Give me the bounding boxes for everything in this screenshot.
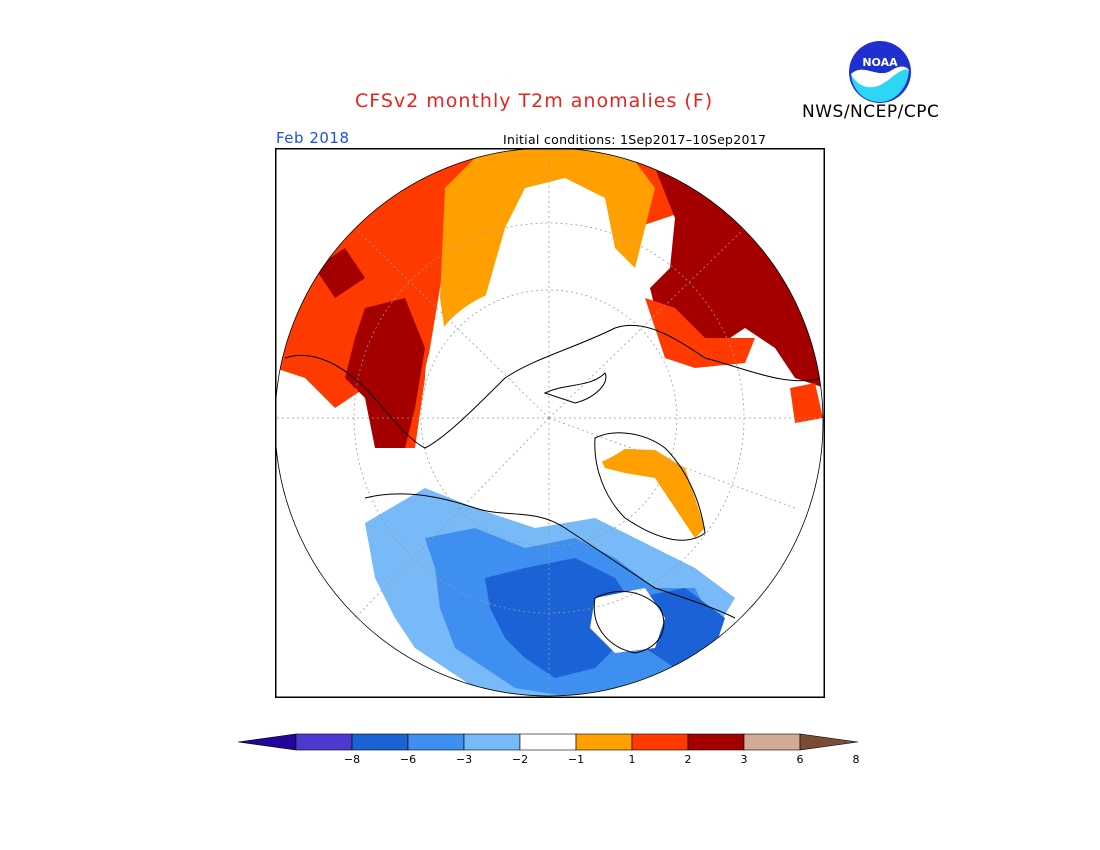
colorbar-tick-label: −6: [400, 753, 416, 766]
colorbar-tick-label: −3: [456, 753, 472, 766]
colorbar: −8 −6 −3 −2 −1 1 2 3 6 8: [237, 730, 862, 780]
polar-map: [274, 147, 826, 699]
colorbar-tick-label: 8: [853, 753, 860, 766]
chart-title: CFSv2 monthly T2m anomalies (F): [355, 90, 714, 112]
colorbar-tick-label: −2: [512, 753, 528, 766]
colorbar-box: [743, 733, 801, 751]
logo-text: NOAA: [862, 56, 898, 69]
colorbar-box: [519, 733, 577, 751]
map-frame: [274, 147, 826, 699]
region-russia-plus2: [440, 148, 655, 368]
colorbar-tick-label: 3: [741, 753, 748, 766]
colorbar-box: [575, 733, 633, 751]
organization-label: NWS/NCEP/CPC: [802, 102, 940, 122]
region-central-canada-minus3: [485, 558, 635, 678]
colorbar-tick-label: −8: [344, 753, 360, 766]
colorbar-tick-label: 6: [797, 753, 804, 766]
region-greenland-plus2: [595, 448, 705, 538]
initial-conditions-label: Initial conditions: 1Sep2017–10Sep2017: [503, 132, 767, 147]
region-hudsonbay-neutral: [590, 588, 665, 653]
colorbar-box: [631, 733, 689, 751]
colorbar-tick-label: −1: [568, 753, 584, 766]
anomaly-field: [275, 148, 823, 696]
valid-month-label: Feb 2018: [276, 129, 350, 147]
colorbar-box: [463, 733, 521, 751]
colorbar-box: [295, 733, 353, 751]
region-japan-plus3: [790, 383, 823, 423]
colorbar-box: [407, 733, 465, 751]
colorbar-tick-label: 1: [629, 753, 636, 766]
region-arctic-neutral: [425, 283, 665, 473]
colorbar-high-arrow: [799, 733, 859, 751]
coastlines: [284, 324, 823, 654]
colorbar-tick-label: 2: [685, 753, 692, 766]
graticule: [275, 148, 823, 696]
noaa-logo: NOAA: [848, 40, 912, 104]
region-scandinavia-plus6: [345, 298, 425, 448]
colorbar-low-arrow: [237, 733, 297, 751]
colorbar-box: [687, 733, 745, 751]
colorbar-box: [351, 733, 409, 751]
region-sea-plus3: [645, 298, 755, 368]
